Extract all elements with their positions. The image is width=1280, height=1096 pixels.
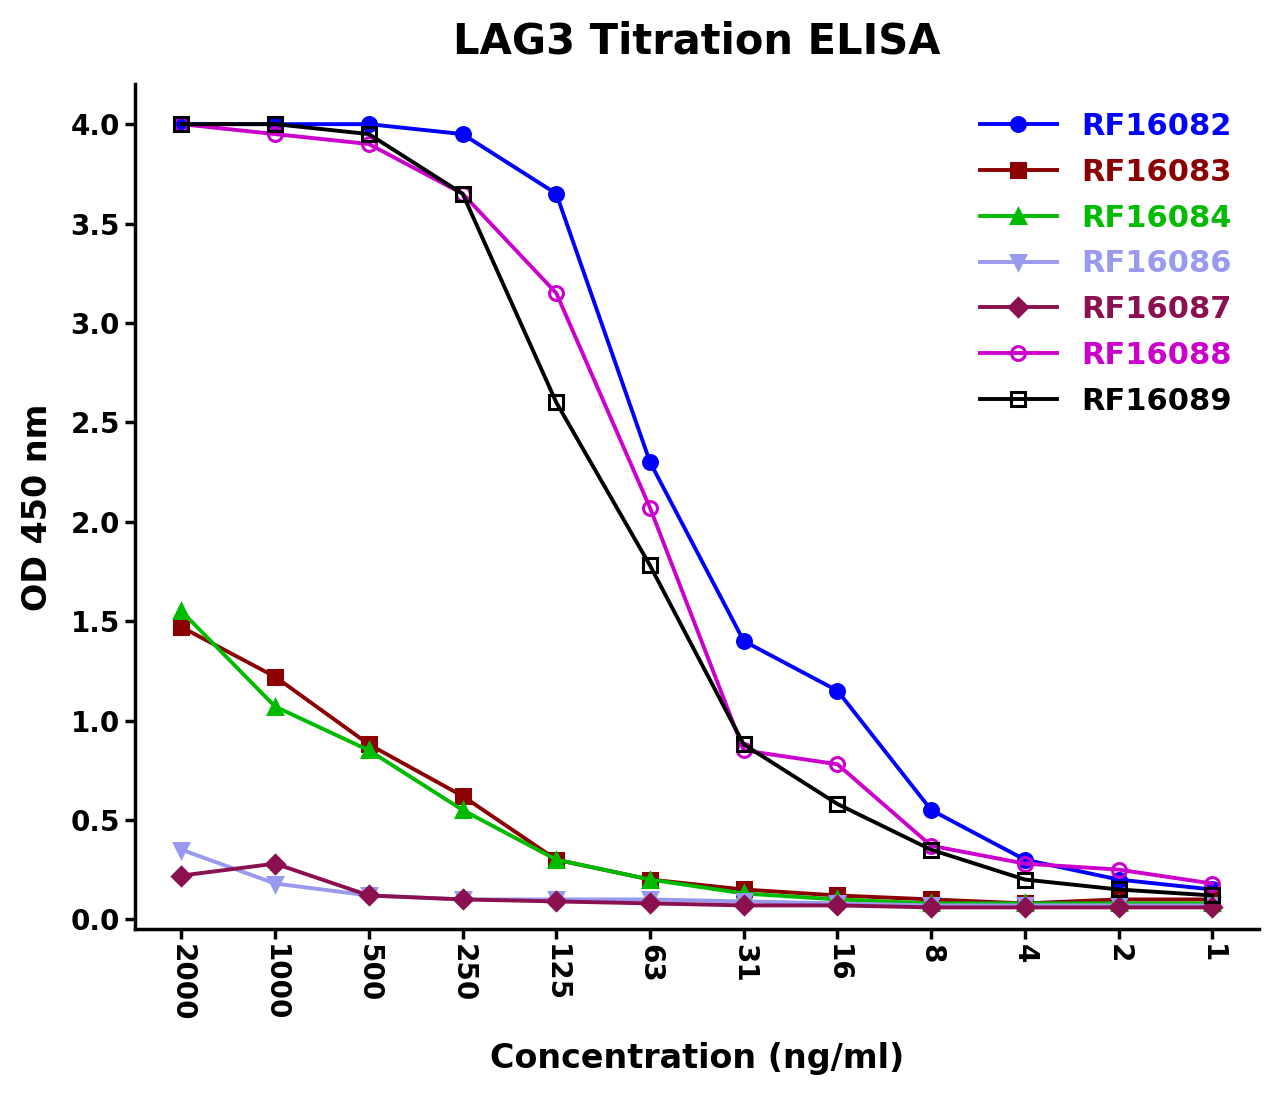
RF16087 [736, 899, 751, 912]
Title: LAG3 Titration ELISA: LAG3 Titration ELISA [453, 21, 941, 62]
Y-axis label: OD 450 nm: OD 450 nm [20, 403, 54, 610]
RF16088 [454, 187, 470, 201]
RF16083 [829, 889, 845, 902]
RF16088 [1111, 863, 1126, 876]
RF16089 [736, 738, 751, 751]
RF16087 [1204, 901, 1220, 914]
RF16088 [361, 137, 376, 150]
Legend: RF16082, RF16083, RF16084, RF16086, RF16087, RF16088, RF16089: RF16082, RF16083, RF16084, RF16086, RF16… [968, 100, 1244, 427]
RF16083 [268, 671, 283, 684]
RF16087 [1111, 901, 1126, 914]
RF16083 [643, 874, 658, 887]
RF16086 [1111, 899, 1126, 912]
Line: RF16088: RF16088 [174, 117, 1220, 890]
RF16087 [923, 901, 938, 914]
RF16086 [643, 893, 658, 906]
RF16084 [736, 887, 751, 900]
RF16087 [361, 889, 376, 902]
RF16086 [923, 899, 938, 912]
RF16089 [643, 559, 658, 572]
RF16084 [1204, 897, 1220, 910]
RF16082 [829, 684, 845, 697]
RF16084 [829, 893, 845, 906]
RF16088 [549, 286, 564, 299]
RF16084 [549, 853, 564, 866]
RF16082 [736, 635, 751, 648]
RF16089 [454, 187, 470, 201]
RF16086 [829, 897, 845, 910]
Line: RF16082: RF16082 [174, 117, 1220, 897]
RF16084 [268, 700, 283, 713]
RF16082 [923, 803, 938, 817]
RF16086 [549, 893, 564, 906]
RF16082 [549, 187, 564, 201]
RF16087 [829, 899, 845, 912]
RF16088 [1204, 877, 1220, 890]
RF16087 [454, 893, 470, 906]
RF16084 [454, 803, 470, 817]
Line: RF16084: RF16084 [174, 604, 1220, 911]
RF16088 [736, 744, 751, 757]
RF16086 [361, 889, 376, 902]
RF16086 [736, 894, 751, 907]
RF16088 [829, 757, 845, 770]
RF16088 [268, 127, 283, 140]
RF16089 [549, 396, 564, 409]
RF16083 [454, 789, 470, 802]
RF16084 [1018, 897, 1033, 910]
X-axis label: Concentration (ng/ml): Concentration (ng/ml) [490, 1042, 904, 1075]
RF16089 [361, 127, 376, 140]
RF16086 [174, 843, 189, 856]
Line: RF16087: RF16087 [175, 857, 1219, 914]
Line: RF16083: RF16083 [174, 620, 1220, 911]
Line: RF16089: RF16089 [174, 117, 1220, 902]
RF16087 [643, 897, 658, 910]
Line: RF16086: RF16086 [174, 843, 1220, 912]
RF16083 [1111, 893, 1126, 906]
RF16083 [549, 853, 564, 866]
RF16083 [361, 738, 376, 751]
RF16084 [361, 744, 376, 757]
RF16082 [454, 127, 470, 140]
RF16083 [1018, 897, 1033, 910]
RF16087 [174, 869, 189, 882]
RF16082 [361, 117, 376, 130]
RF16082 [1204, 883, 1220, 897]
RF16082 [643, 456, 658, 469]
RF16086 [268, 877, 283, 890]
RF16082 [1111, 874, 1126, 887]
RF16083 [1204, 893, 1220, 906]
RF16086 [1018, 899, 1033, 912]
RF16089 [1204, 889, 1220, 902]
RF16089 [1111, 883, 1126, 897]
RF16084 [923, 897, 938, 910]
RF16086 [1204, 899, 1220, 912]
RF16089 [268, 117, 283, 130]
RF16088 [923, 840, 938, 853]
RF16083 [736, 883, 751, 897]
RF16083 [174, 620, 189, 633]
RF16084 [643, 874, 658, 887]
RF16087 [268, 857, 283, 870]
RF16088 [643, 501, 658, 514]
RF16087 [1018, 901, 1033, 914]
RF16082 [1018, 853, 1033, 866]
RF16089 [829, 798, 845, 811]
RF16089 [923, 843, 938, 856]
RF16089 [1018, 874, 1033, 887]
RF16088 [1018, 857, 1033, 870]
RF16086 [454, 893, 470, 906]
RF16083 [923, 893, 938, 906]
RF16087 [549, 894, 564, 907]
RF16088 [174, 117, 189, 130]
RF16084 [1111, 897, 1126, 910]
RF16082 [268, 117, 283, 130]
RF16082 [174, 117, 189, 130]
RF16084 [174, 605, 189, 618]
RF16089 [174, 117, 189, 130]
